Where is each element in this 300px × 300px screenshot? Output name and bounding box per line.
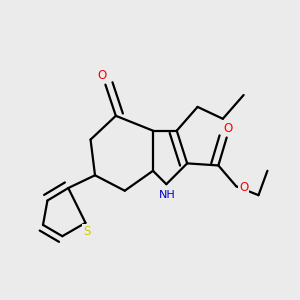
Text: S: S xyxy=(83,225,91,238)
Text: O: O xyxy=(224,122,233,135)
Text: O: O xyxy=(98,69,107,82)
Text: NH: NH xyxy=(159,190,175,200)
Text: O: O xyxy=(239,181,248,194)
